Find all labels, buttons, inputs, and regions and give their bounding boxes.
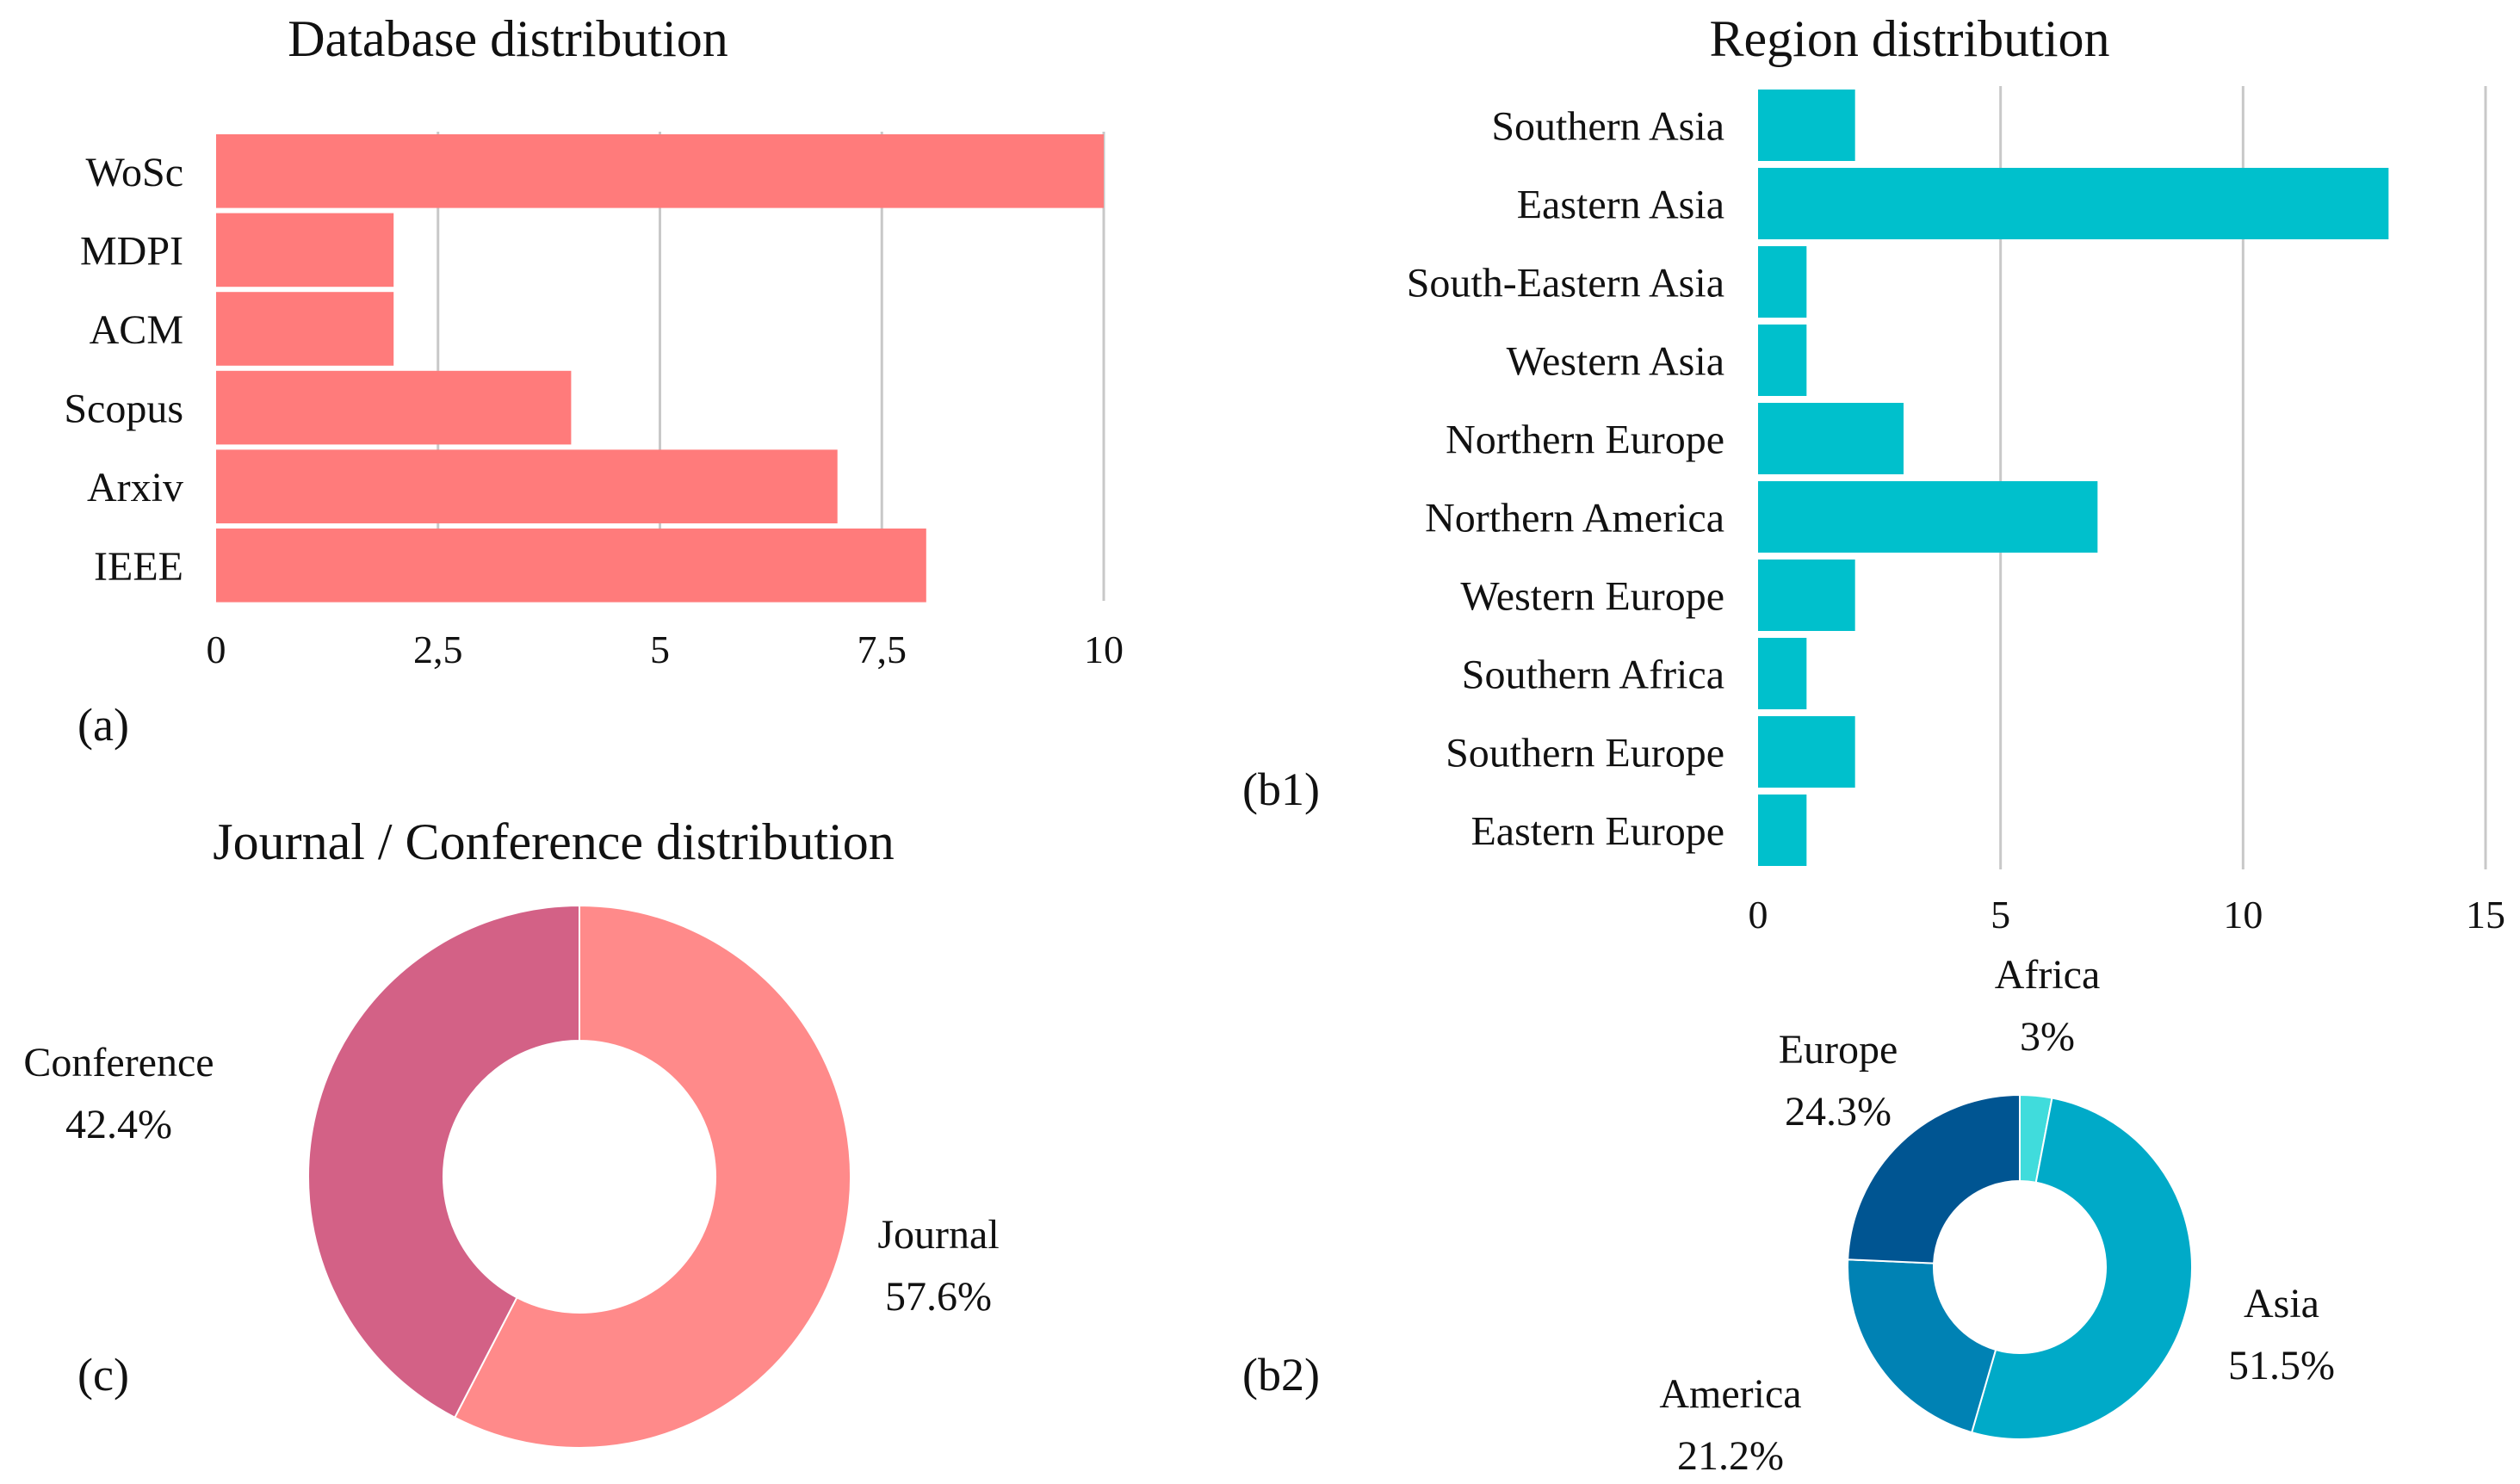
category-label: ACM <box>90 307 183 353</box>
bars <box>216 134 1104 603</box>
slice-europe <box>1847 1093 2021 1264</box>
bar-northern-america <box>1758 481 2098 553</box>
tick-label: 0 <box>207 628 226 671</box>
bar-acm <box>216 292 394 366</box>
bar-mdpi <box>216 213 394 288</box>
chart-region-continent-distribution: Africa 3% Asia 51.5% America 21.2% Europ… <box>1242 952 2335 1479</box>
bar-southern-africa <box>1758 638 1807 709</box>
tick-label: 2,5 <box>413 628 463 671</box>
bar-scopus <box>216 370 572 445</box>
category-label: Southern Africa <box>1462 652 1724 698</box>
panel-label: (a) <box>77 699 129 751</box>
slice-label-america: America <box>1659 1371 1801 1417</box>
bar-eastern-asia <box>1758 168 2389 239</box>
slice-pct-journal: 57.6% <box>885 1274 992 1320</box>
category-label: Scopus <box>64 386 183 432</box>
bar-ieee <box>216 529 926 603</box>
slice-label-europe: Europe <box>1779 1027 1898 1073</box>
donut <box>307 904 851 1449</box>
slice-pct-america: 21.2% <box>1677 1433 1784 1479</box>
panel-label: (b1) <box>1242 764 1320 815</box>
panel-label: (c) <box>77 1349 129 1401</box>
chart-journal-conference-distribution: Journal / Conference distribution Journa… <box>23 813 1000 1449</box>
bar-wosc <box>216 134 1104 208</box>
slice-label-asia: Asia <box>2244 1281 2319 1326</box>
panel-label: (b2) <box>1242 1349 1320 1401</box>
slice-asia <box>1970 1097 2193 1440</box>
tick-label: 7,5 <box>858 628 907 671</box>
category-label: Northern America <box>1425 496 1724 541</box>
category-label: WoSc <box>86 150 183 195</box>
slice-label-africa: Africa <box>1995 952 2101 998</box>
tick-label: 5 <box>1991 893 2010 937</box>
tick-labels: 0 5 10 15 <box>1749 893 2506 937</box>
category-labels: WoSc MDPI ACM Scopus Arxiv IEEE <box>64 150 183 590</box>
chart-title: Database distribution <box>288 10 728 67</box>
category-label: Eastern Europe <box>1471 809 1724 855</box>
bar-south-eastern-asia <box>1758 246 1807 318</box>
donut <box>1847 1093 2193 1440</box>
tick-label: 10 <box>1084 628 1124 671</box>
tick-label: 0 <box>1749 893 1768 937</box>
bar-southern-asia <box>1758 90 1855 161</box>
bars <box>1758 90 2389 866</box>
slice-pct-europe: 24.3% <box>1785 1089 1892 1135</box>
category-label: South-Eastern Asia <box>1407 261 1724 306</box>
slice-label-conference: Conference <box>23 1040 214 1085</box>
category-label: Arxiv <box>87 465 183 510</box>
bar-northern-europe <box>1758 403 1904 474</box>
category-label: Southern Europe <box>1446 731 1724 776</box>
category-label: IEEE <box>94 544 183 590</box>
slice-pct-conference: 42.4% <box>65 1102 172 1147</box>
category-label: Western Europe <box>1460 574 1724 620</box>
slice-journal <box>453 904 851 1449</box>
category-label: MDPI <box>80 228 183 274</box>
category-label: Western Asia <box>1507 339 1724 385</box>
bar-western-europe <box>1758 560 1855 631</box>
chart-region-distribution: Region distribution Southern Asia Eastern… <box>1242 10 2505 937</box>
chart-title: Region distribution <box>1710 10 2110 67</box>
tick-label: 10 <box>2223 893 2263 937</box>
tick-label: 15 <box>2466 893 2505 937</box>
tick-label: 5 <box>650 628 670 671</box>
slice-pct-asia: 51.5% <box>2228 1343 2335 1388</box>
category-label: Southern Asia <box>1491 104 1724 150</box>
slice-conference <box>307 904 580 1419</box>
category-labels: Southern Asia Eastern Asia South-Eastern A… <box>1407 104 1724 855</box>
tick-labels: 0 2,5 5 7,5 10 <box>207 628 1124 671</box>
bar-arxiv <box>216 449 838 523</box>
slice-pct-africa: 3% <box>2020 1014 2075 1060</box>
chart-database-distribution: Database distribution WoSc MDPI ACM Scopus A… <box>64 10 1124 751</box>
category-label: Northern Europe <box>1446 417 1724 463</box>
bar-eastern-europe <box>1758 795 1807 866</box>
bar-western-asia <box>1758 325 1807 396</box>
bar-southern-europe <box>1758 716 1855 788</box>
category-label: Eastern Asia <box>1517 182 1724 228</box>
slice-america <box>1847 1258 1997 1434</box>
chart-title: Journal / Conference distribution <box>213 813 894 870</box>
slice-label-journal: Journal <box>877 1212 999 1258</box>
